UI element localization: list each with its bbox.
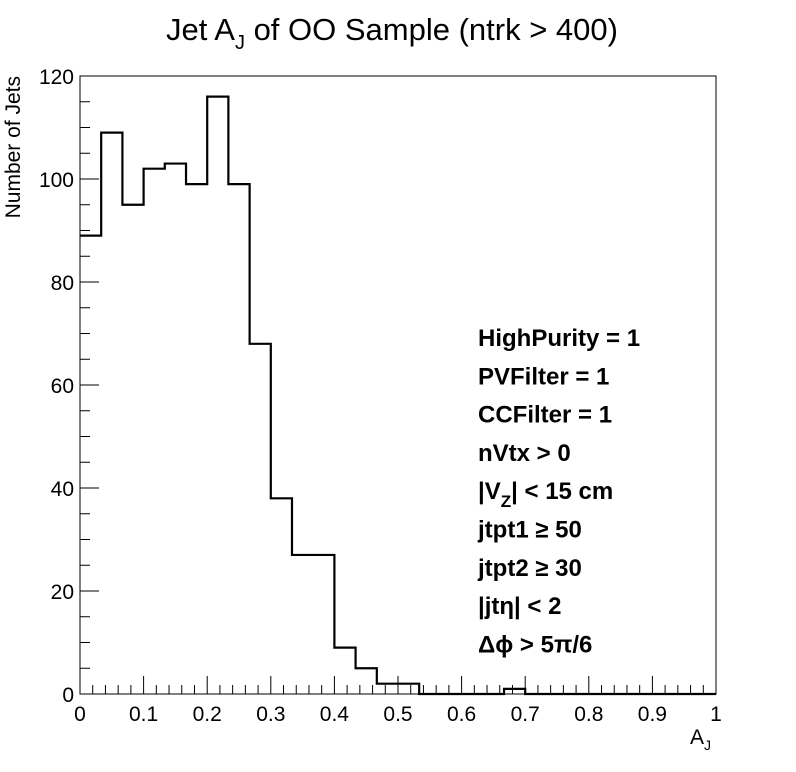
y-tick-label: 100 bbox=[39, 169, 74, 192]
selection-cut-label: |jtη| < 2 bbox=[478, 593, 561, 620]
selection-cut-label: HighPurity = 1 bbox=[478, 325, 640, 352]
histogram-bin bbox=[207, 97, 228, 694]
histogram-bin bbox=[165, 164, 186, 694]
y-tick-label: 20 bbox=[51, 581, 74, 604]
x-tick-label: 0.3 bbox=[256, 703, 285, 726]
histogram-bin bbox=[122, 205, 143, 694]
x-tick-label: 0.5 bbox=[383, 703, 412, 726]
histogram-bin bbox=[313, 555, 334, 694]
histogram-bin bbox=[271, 498, 292, 694]
selection-cut-label: Δϕ > 5π/6 bbox=[478, 631, 592, 658]
x-tick-label: 0.1 bbox=[129, 703, 158, 726]
y-tick-label: 0 bbox=[62, 684, 74, 707]
histogram-bin bbox=[250, 344, 271, 694]
x-tick-label: 0.7 bbox=[511, 703, 540, 726]
x-tick-label: 0.4 bbox=[320, 703, 350, 726]
x-tick-label: 0 bbox=[74, 703, 86, 726]
x-axis-title-subscript: J bbox=[704, 737, 711, 753]
x-tick-label: 0.2 bbox=[193, 703, 222, 726]
y-tick-label: 120 bbox=[39, 66, 74, 89]
histogram-bin bbox=[334, 648, 355, 694]
histogram-bin bbox=[398, 684, 419, 694]
y-axis-title: Number of Jets bbox=[2, 76, 25, 218]
x-tick-label: 0.6 bbox=[447, 703, 476, 726]
histogram-bin bbox=[356, 668, 377, 694]
axis-ticks: 0 0.1 0.2 0.3 0.4 0.5 0.6 0.7 0.8 0.9 1 0 20 40 60 80 10… bbox=[39, 66, 722, 726]
y-tick-label: 40 bbox=[51, 478, 74, 501]
x-tick-label: 0.8 bbox=[574, 703, 603, 726]
selection-cut-label: PVFilter = 1 bbox=[478, 363, 609, 390]
histogram-bin bbox=[144, 169, 165, 694]
selection-cut-label: jtpt2 ≥ 30 bbox=[477, 555, 582, 582]
axes bbox=[79, 75, 717, 695]
selection-cut-label: |VZ| < 15 cm bbox=[478, 478, 613, 511]
histogram-bin bbox=[228, 184, 249, 694]
selection-cut-label: nVtx > 0 bbox=[478, 440, 571, 467]
histogram-bin bbox=[80, 236, 101, 694]
y-tick-label: 60 bbox=[51, 375, 74, 398]
histogram-bin bbox=[186, 184, 207, 694]
histogram-bin bbox=[377, 684, 398, 694]
histogram-outline bbox=[80, 95, 716, 696]
chart-title: Jet AJ of OO Sample (ntrk > 400) bbox=[166, 12, 618, 54]
selection-cut-label: jtpt1 ≥ 50 bbox=[477, 517, 582, 544]
histogram-bars bbox=[80, 95, 716, 696]
plot-frame bbox=[79, 75, 717, 695]
x-tick-label: 1 bbox=[710, 703, 722, 726]
selection-cut-label: CCFilter = 1 bbox=[478, 402, 612, 429]
chart-title-subscript: J bbox=[235, 32, 245, 54]
histogram-bin bbox=[292, 555, 313, 694]
x-tick-label: 0.9 bbox=[638, 703, 667, 726]
x-axis-title: AJ bbox=[690, 726, 711, 753]
y-tick-label: 80 bbox=[51, 272, 74, 295]
histogram-bin bbox=[101, 133, 122, 694]
selection-cuts: HighPurity = 1 PVFilter = 1 CCFilter = 1 nV… bbox=[477, 325, 640, 658]
